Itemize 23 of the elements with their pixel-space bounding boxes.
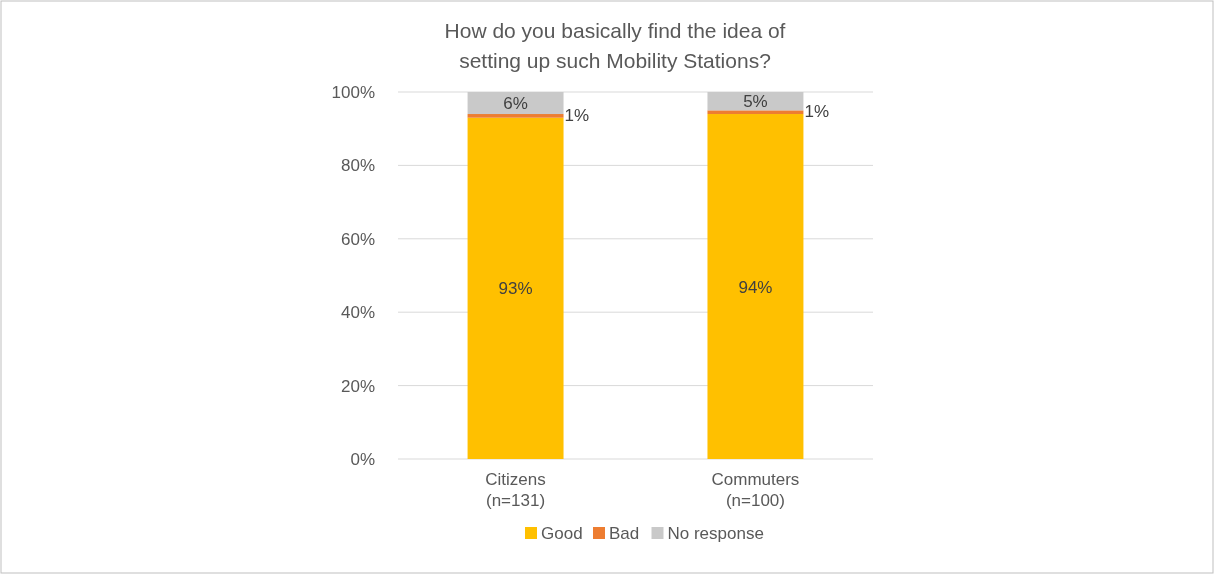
y-tick-label: 0% [350, 450, 375, 469]
data-label: 1% [804, 102, 830, 122]
data-label: 1% [564, 105, 590, 125]
data-label: 6% [503, 94, 528, 114]
y-tick-label: 20% [340, 376, 375, 396]
chart-title: How do you basically find the idea of setting up such Mobility Stations? [444, 19, 786, 72]
bar [467, 114, 564, 118]
x-tick-label: Commuters (n=100) [711, 470, 800, 510]
legend-label: No response [667, 524, 764, 543]
bar [467, 92, 564, 115]
legend-label: Bad [609, 524, 640, 543]
y-tick-label: 80% [340, 156, 375, 176]
y-tick-label: 40% [340, 303, 375, 323]
data-label: 94% [738, 277, 773, 297]
y-tick-label: 60% [340, 229, 375, 249]
y-tick-label: 100% [331, 83, 375, 102]
x-tick-label: Citizens (n=131) [485, 470, 546, 510]
bar [707, 110, 804, 115]
data-label: 93% [498, 279, 533, 299]
bar [707, 114, 804, 459]
bar [467, 117, 564, 459]
legend-label: Good [541, 524, 583, 543]
data-label: 5% [743, 92, 768, 112]
